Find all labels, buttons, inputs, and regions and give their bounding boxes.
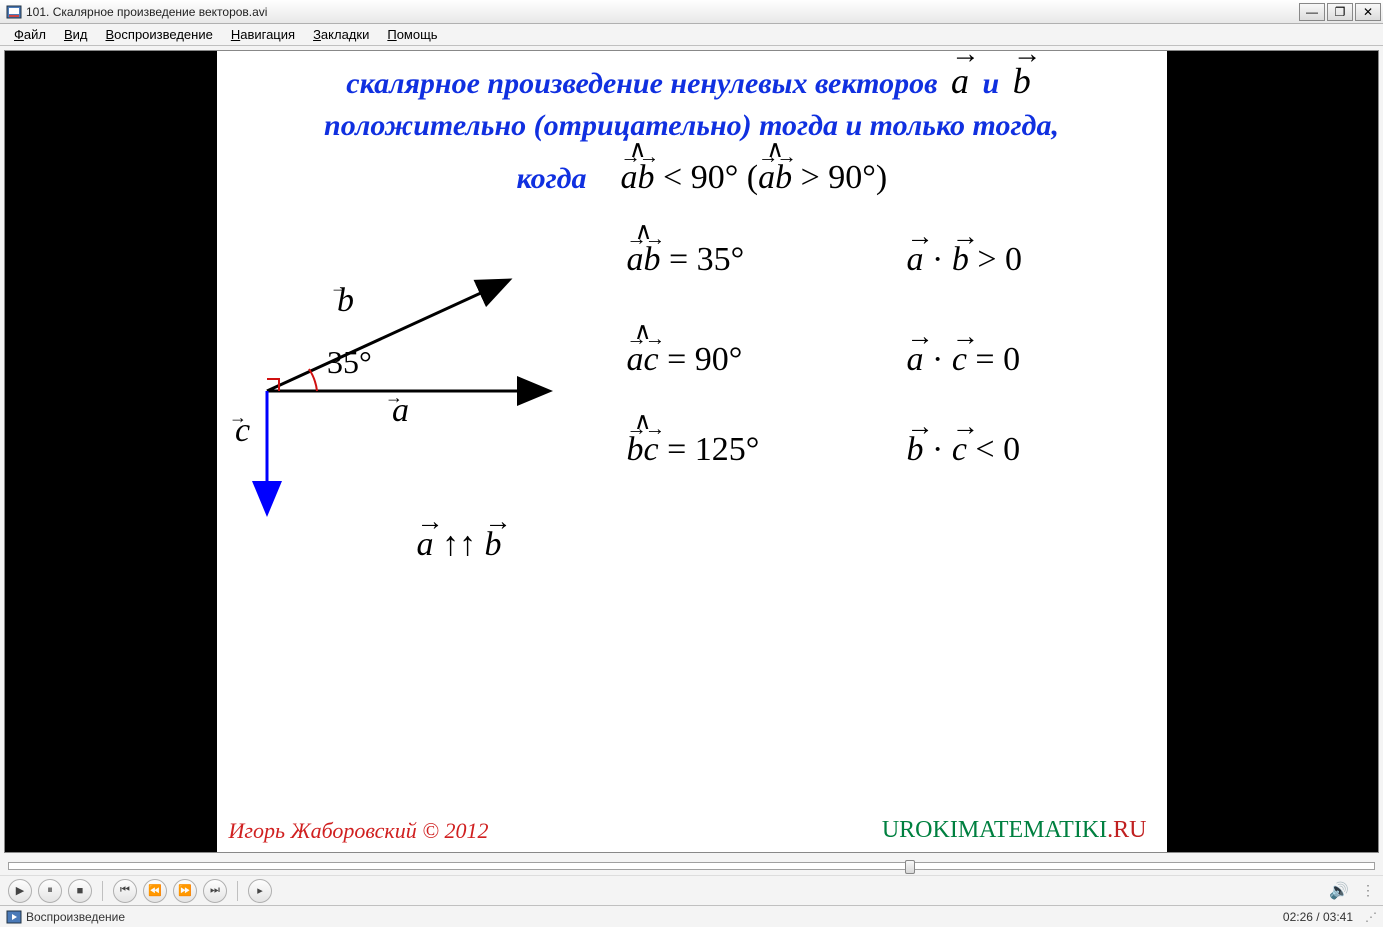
menu-view[interactable]: Вид xyxy=(56,25,96,44)
cond-lt: < 90° ( xyxy=(655,159,759,196)
url-suffix: .RU xyxy=(1107,817,1146,843)
diagram-angle-label: 35° xyxy=(327,344,372,380)
vector-diagram: a → b → c → 35° xyxy=(227,251,587,571)
angle-ab-2: ∧→→ab xyxy=(758,159,792,197)
url-main: UROKIMATEMATIKI xyxy=(882,817,1107,843)
status-text: Воспроизведение xyxy=(26,910,125,924)
volume-icon[interactable]: 🔊 xyxy=(1329,881,1349,901)
svg-text:→: → xyxy=(330,277,348,297)
menu-playback[interactable]: Воспроизведение xyxy=(98,25,221,44)
video-container: скалярное произведение ненулевых векторо… xyxy=(0,46,1383,857)
titlebar: 101. Скалярное произведение векторов.avi… xyxy=(0,0,1383,24)
theorem-line2: положительно (отрицательно) тогда и толь… xyxy=(217,106,1167,147)
window-title: 101. Скалярное произведение векторов.avi xyxy=(26,5,1299,19)
menu-navigation[interactable]: Навигация xyxy=(223,25,303,44)
copyright-text: Игорь Жаборовский © 2012 xyxy=(229,818,489,844)
forward-button[interactable]: ⏩ xyxy=(173,879,197,903)
menu-file[interactable]: Файл xyxy=(6,25,54,44)
seekbar[interactable] xyxy=(8,862,1375,870)
time-sep: / xyxy=(1313,910,1323,924)
play-button[interactable]: ▶ xyxy=(8,879,32,903)
pause-button[interactable]: ⏸ xyxy=(38,879,62,903)
svg-text:→: → xyxy=(229,407,247,427)
ex3-prod: b · c < 0 xyxy=(907,431,1021,469)
menu-help[interactable]: Помощь xyxy=(379,25,445,44)
statusbar: Воспроизведение 02:26 / 03:41 ⋰ xyxy=(0,905,1383,927)
kogda-label: когда xyxy=(517,162,587,195)
menu-bookmarks[interactable]: Закладки xyxy=(305,25,377,44)
playback-controls: ▶ ⏸ ■ ⏮ ⏪ ⏩ ⏭ ▸ 🔊 ⋮ xyxy=(0,875,1383,905)
ex2-angle: ∧→→ac = 90° xyxy=(627,341,743,379)
time-elapsed: 02:26 xyxy=(1283,910,1313,924)
menubar: Файл Вид Воспроизведение Навигация Закла… xyxy=(0,24,1383,46)
vol-extra-icon[interactable]: ⋮ xyxy=(1361,882,1375,899)
close-button[interactable]: ✕ xyxy=(1355,3,1381,21)
video-frame[interactable]: скалярное произведение ненулевых векторо… xyxy=(4,50,1379,853)
minimize-button[interactable]: — xyxy=(1299,3,1325,21)
window-buttons: — ❐ ✕ xyxy=(1299,3,1381,21)
control-divider xyxy=(102,881,103,901)
ex2-prod: a · c = 0 xyxy=(907,341,1021,379)
seekbar-area xyxy=(0,857,1383,875)
site-url: UROKIMATEMATIKI.RU xyxy=(882,817,1147,844)
theorem-text: скалярное произведение ненулевых векторо… xyxy=(217,51,1167,146)
maximize-button[interactable]: ❐ xyxy=(1327,3,1353,21)
status-grip-icon: ⋰ xyxy=(1365,910,1377,924)
stop-button[interactable]: ■ xyxy=(68,879,92,903)
app-icon xyxy=(6,4,22,20)
control-divider-2 xyxy=(237,881,238,901)
theorem-line1a: скалярное произведение ненулевых векторо… xyxy=(346,67,937,100)
svg-text:→: → xyxy=(385,387,403,407)
ex3-angle: ∧→→bc = 125° xyxy=(627,431,760,469)
cond-gt: > 90°) xyxy=(792,159,887,196)
time-total: 03:41 xyxy=(1323,910,1353,924)
condition-row: когда ∧→→ab < 90° ( ∧→→ab > 90°) xyxy=(517,159,888,197)
vector-b-symbol: b xyxy=(1013,57,1031,106)
seek-thumb[interactable] xyxy=(905,860,915,874)
ex1-prod: a · b > 0 xyxy=(907,241,1023,279)
status-icon xyxy=(6,909,22,925)
step-button[interactable]: ▸ xyxy=(248,879,272,903)
next-track-button[interactable]: ⏭ xyxy=(203,879,227,903)
ex1-angle: ∧→→ab = 35° xyxy=(627,241,745,279)
rewind-button[interactable]: ⏪ xyxy=(143,879,167,903)
prev-track-button[interactable]: ⏮ xyxy=(113,879,137,903)
angle-ab-1: ∧→→ab xyxy=(621,159,655,197)
vector-a-symbol: a xyxy=(951,57,969,106)
slide-content: скалярное произведение ненулевых векторо… xyxy=(217,51,1167,852)
theorem-mid: и xyxy=(983,67,1000,100)
